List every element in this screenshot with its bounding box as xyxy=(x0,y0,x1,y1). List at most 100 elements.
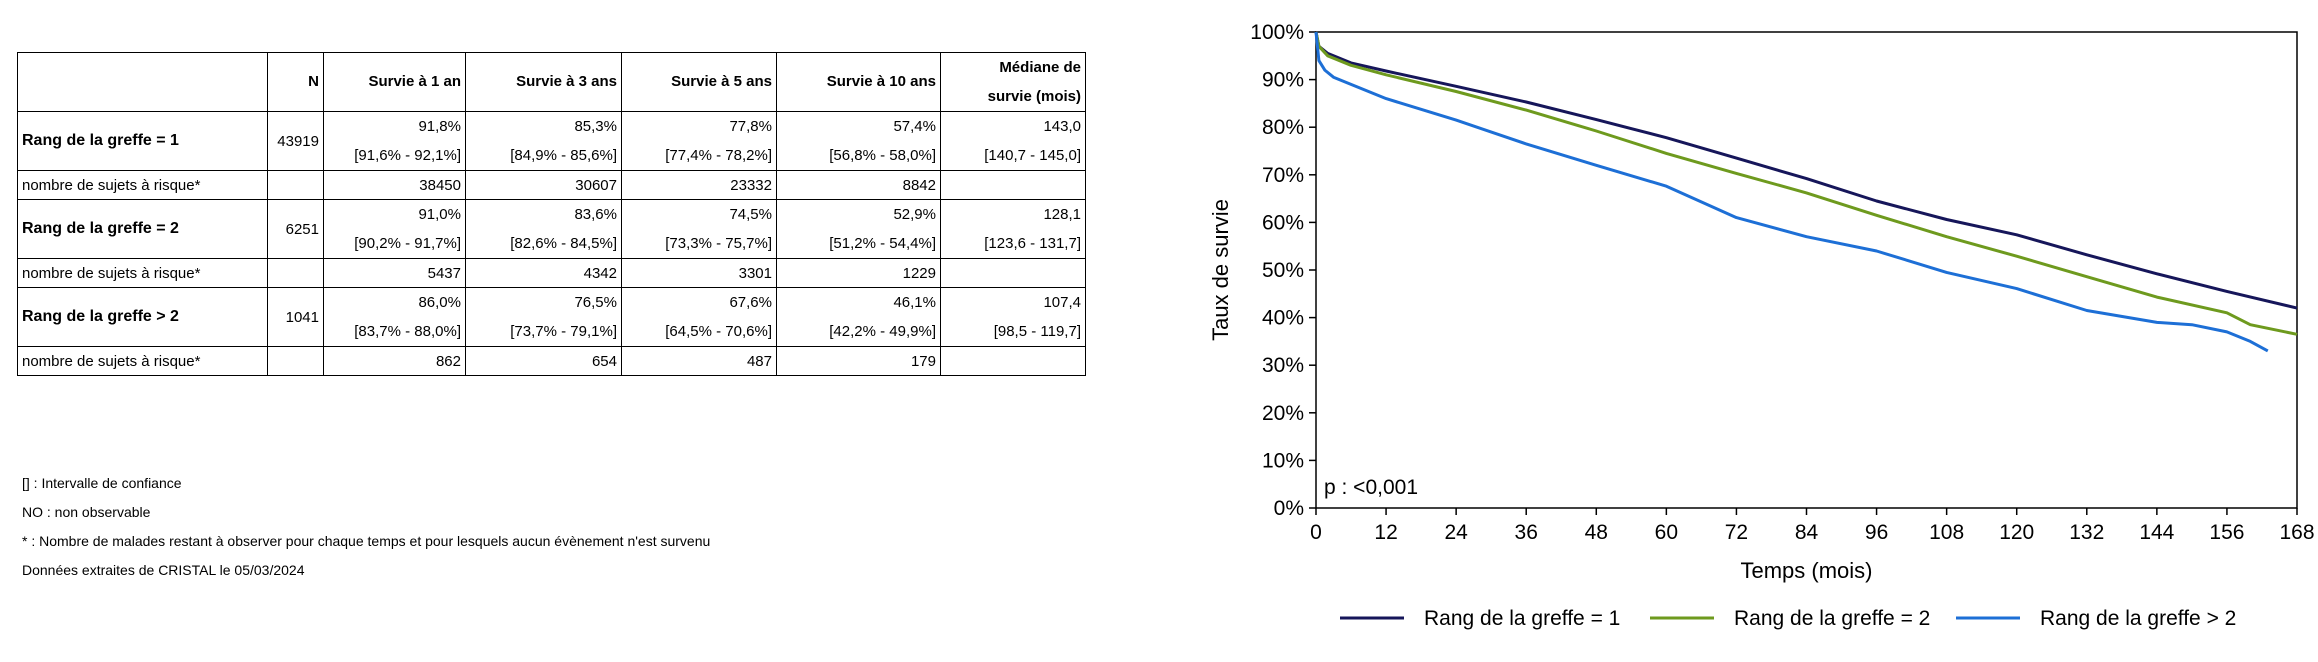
y-tick-label: 0% xyxy=(1274,497,1304,520)
cell-value: 46,1% xyxy=(893,294,936,311)
risk-5y: 3301 xyxy=(621,258,777,288)
header-survival-3y: Survie à 3 ans xyxy=(465,52,622,112)
y-tick-label: 50% xyxy=(1262,259,1304,282)
table-row: Rang de la greffe = 1 43919 91,8% [91,6% … xyxy=(17,111,1086,171)
risk-3y: 654 xyxy=(465,346,622,376)
x-tick-label: 72 xyxy=(1725,521,1748,544)
cell-survival-3y: 85,3% [84,9% - 85,6%] xyxy=(465,111,622,171)
x-tick-label: 144 xyxy=(2139,521,2174,544)
cell-survival-5y: 74,5% [73,3% - 75,7%] xyxy=(621,199,777,259)
risk-1y: 38450 xyxy=(323,170,466,200)
legend: Rang de la greffe = 1 Rang de la greffe =… xyxy=(1340,607,2236,630)
cell-value: 128,1 xyxy=(1043,206,1081,223)
header-survival-1y: Survie à 1 an xyxy=(323,52,466,112)
group-n: 43919 xyxy=(267,111,324,171)
survival-table: N Survie à 1 an Survie à 3 ans Survie à … xyxy=(17,52,1086,376)
cell-ci: [140,7 - 145,0] xyxy=(984,147,1081,164)
series-line-2 xyxy=(1314,31,2298,336)
series-lines xyxy=(1314,31,2298,353)
cell-ci: [64,5% - 70,6%] xyxy=(665,323,772,340)
cell-ci: [82,6% - 84,5%] xyxy=(510,235,617,252)
cell-ci: [84,9% - 85,6%] xyxy=(510,147,617,164)
table-row: Rang de la greffe > 2 1041 86,0% [83,7% -… xyxy=(17,287,1086,347)
cell-value: 107,4 xyxy=(1043,294,1081,311)
risk-label: nombre de sujets à risque* xyxy=(17,170,268,200)
cell-ci: [90,2% - 91,7%] xyxy=(354,235,461,252)
risk-row: nombre de sujets à risque* 862 654 487 1… xyxy=(17,346,1086,376)
y-tick-label: 70% xyxy=(1262,164,1304,187)
risk-label: nombre de sujets à risque* xyxy=(17,258,268,288)
cell-survival-10y: 46,1% [42,2% - 49,9%] xyxy=(776,287,941,347)
group-label: Rang de la greffe > 2 xyxy=(17,287,268,347)
risk-empty xyxy=(267,258,324,288)
cell-value: 57,4% xyxy=(893,118,936,135)
cell-value: 77,8% xyxy=(729,118,772,135)
cell-survival-3y: 76,5% [73,7% - 79,1%] xyxy=(465,287,622,347)
cell-survival-1y: 86,0% [83,7% - 88,0%] xyxy=(323,287,466,347)
x-axis: 0 12 24 36 48 60 72 84 96 108 120 132 144 156 168 xyxy=(1310,508,2315,544)
cell-value: 52,9% xyxy=(893,206,936,223)
footnote-risk: * : Nombre de malades restant à observer… xyxy=(22,533,711,549)
cell-ci: [98,5 - 119,7] xyxy=(993,323,1081,340)
x-tick-label: 108 xyxy=(1929,521,1964,544)
cell-median: 143,0 [140,7 - 145,0] xyxy=(940,111,1086,171)
risk-3y: 30607 xyxy=(465,170,622,200)
y-tick-label: 10% xyxy=(1262,449,1304,472)
cell-ci: [77,4% - 78,2%] xyxy=(665,147,772,164)
x-tick-label: 24 xyxy=(1444,521,1468,544)
x-tick-label: 60 xyxy=(1655,521,1678,544)
x-axis-title: Temps (mois) xyxy=(1740,558,1872,583)
risk-empty xyxy=(940,170,1086,200)
table-header-row: N Survie à 1 an Survie à 3 ans Survie à … xyxy=(17,52,1086,112)
header-survival-5y: Survie à 5 ans xyxy=(621,52,777,112)
y-tick-label: 30% xyxy=(1262,354,1304,377)
cell-ci: [42,2% - 49,9%] xyxy=(829,323,936,340)
risk-10y: 1229 xyxy=(776,258,941,288)
header-group xyxy=(17,52,268,112)
y-tick-label: 20% xyxy=(1262,402,1304,425)
footnote-no: NO : non observable xyxy=(22,504,151,520)
cell-survival-5y: 67,6% [64,5% - 70,6%] xyxy=(621,287,777,347)
y-tick-label: 90% xyxy=(1262,69,1304,92)
plot-border xyxy=(1315,31,2298,509)
cell-ci: [83,7% - 88,0%] xyxy=(354,323,461,340)
x-tick-label: 36 xyxy=(1515,521,1538,544)
header-median-line2: survie (mois) xyxy=(987,88,1081,105)
y-axis-title: Taux de survie xyxy=(1208,199,1233,341)
risk-10y: 179 xyxy=(776,346,941,376)
cell-ci: [123,6 - 131,7] xyxy=(984,235,1081,252)
cell-value: 91,8% xyxy=(418,118,461,135)
risk-5y: 487 xyxy=(621,346,777,376)
plot-frame xyxy=(1315,31,2298,509)
y-tick-label: 40% xyxy=(1262,307,1304,330)
p-value-annotation: p : <0,001 xyxy=(1324,476,1418,499)
cell-ci: [73,7% - 79,1%] xyxy=(510,323,617,340)
x-tick-label: 12 xyxy=(1374,521,1397,544)
risk-empty xyxy=(940,346,1086,376)
legend-label: Rang de la greffe > 2 xyxy=(2040,607,2236,630)
cell-value: 86,0% xyxy=(418,294,461,311)
x-tick-label: 48 xyxy=(1585,521,1608,544)
risk-5y: 23332 xyxy=(621,170,777,200)
x-tick-label: 168 xyxy=(2279,521,2314,544)
cell-ci: [51,2% - 54,4%] xyxy=(829,235,936,252)
risk-empty xyxy=(267,170,324,200)
cell-value: 91,0% xyxy=(418,206,461,223)
header-survival-10y: Survie à 10 ans xyxy=(776,52,941,112)
cell-survival-3y: 83,6% [82,6% - 84,5%] xyxy=(465,199,622,259)
cell-value: 83,6% xyxy=(574,206,617,223)
group-label: Rang de la greffe = 2 xyxy=(17,199,268,259)
x-tick-label: 156 xyxy=(2209,521,2244,544)
risk-10y: 8842 xyxy=(776,170,941,200)
cell-value: 67,6% xyxy=(729,294,772,311)
header-n: N xyxy=(267,52,324,112)
risk-3y: 4342 xyxy=(465,258,622,288)
x-tick-label: 0 xyxy=(1310,521,1322,544)
cell-survival-1y: 91,0% [90,2% - 91,7%] xyxy=(323,199,466,259)
cell-median: 128,1 [123,6 - 131,7] xyxy=(940,199,1086,259)
cell-median: 107,4 [98,5 - 119,7] xyxy=(940,287,1086,347)
cell-survival-1y: 91,8% [91,6% - 92,1%] xyxy=(323,111,466,171)
risk-row: nombre de sujets à risque* 5437 4342 330… xyxy=(17,258,1086,288)
cell-value: 76,5% xyxy=(574,294,617,311)
risk-row: nombre de sujets à risque* 38450 30607 2… xyxy=(17,170,1086,200)
